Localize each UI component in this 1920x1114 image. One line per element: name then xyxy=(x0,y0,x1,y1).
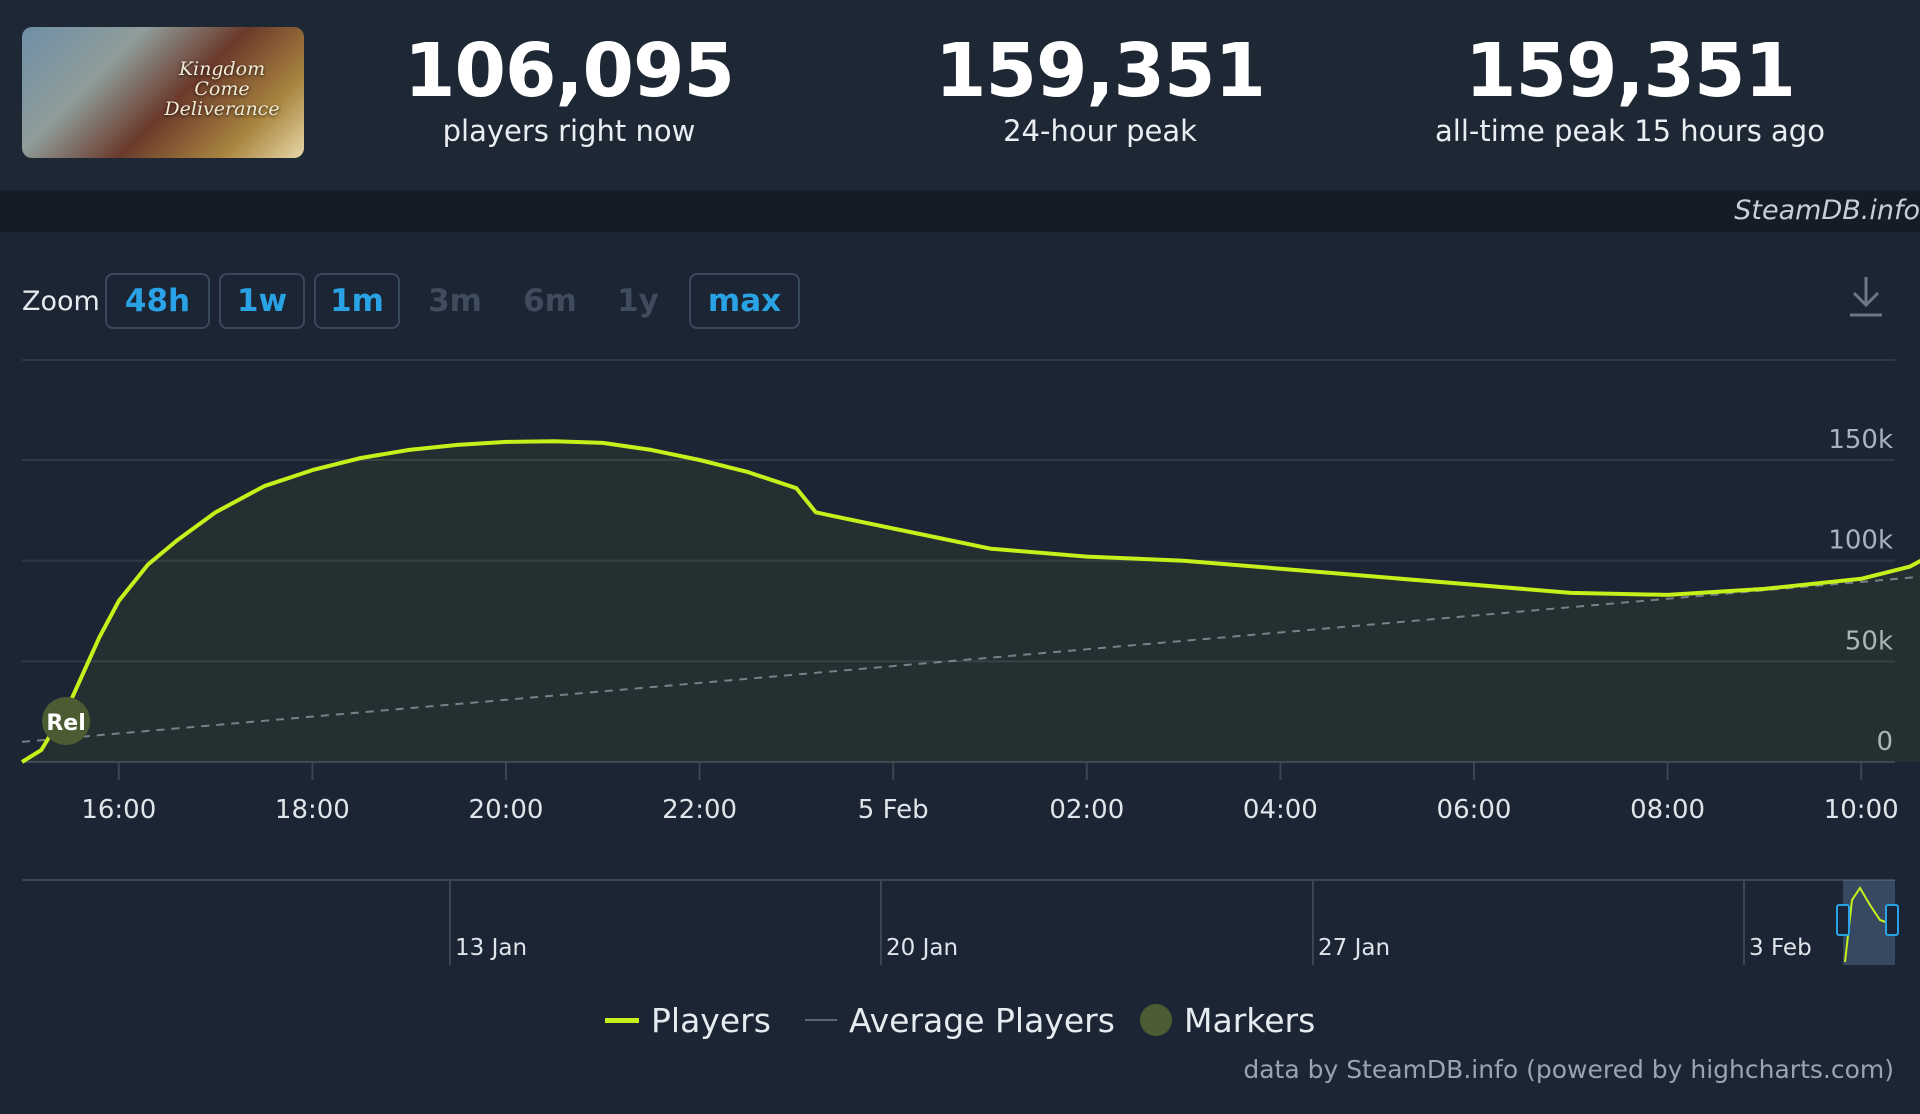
navigator-handle-left[interactable] xyxy=(1836,904,1850,936)
current-players-stat: 106,095 players right now xyxy=(309,26,829,148)
chart-credits[interactable]: data by SteamDB.info (powered by highcha… xyxy=(1243,1055,1894,1084)
zoom-button-1m[interactable]: 1m xyxy=(314,273,400,329)
alltime-peak-label: all-time peak 15 hours ago xyxy=(1435,114,1825,148)
zoom-button-48h[interactable]: 48h xyxy=(105,273,210,329)
y-tick-label: 0 xyxy=(1876,727,1893,757)
navigator-handle-right[interactable] xyxy=(1885,904,1899,936)
legend-item-players[interactable]: Players xyxy=(605,995,771,1045)
x-tick-label: 5 Feb xyxy=(858,795,929,825)
zoom-button-1y: 1y xyxy=(617,283,659,319)
peak-24h-label: 24-hour peak xyxy=(1003,114,1197,148)
zoom-button-6m: 6m xyxy=(523,283,577,319)
y-tick-label: 150k xyxy=(1828,425,1893,455)
game-logo-line1: Kingdom Come xyxy=(178,58,266,100)
legend-players-label: Players xyxy=(651,1000,771,1040)
download-icon[interactable] xyxy=(1846,273,1886,321)
x-tick-label: 22:00 xyxy=(662,795,737,825)
x-tick-label: 08:00 xyxy=(1630,795,1705,825)
x-tick-label: 06:00 xyxy=(1437,795,1512,825)
game-logo: Kingdom Come Deliverance xyxy=(152,59,292,119)
brand-band xyxy=(0,190,1920,232)
current-players-value: 106,095 xyxy=(403,28,735,114)
x-tick-label: 20:00 xyxy=(469,795,544,825)
peak-24h-value: 159,351 xyxy=(934,28,1266,114)
alltime-peak-stat: 159,351 all-time peak 15 hours ago xyxy=(1370,26,1890,148)
navigator-series xyxy=(1844,886,1895,963)
alltime-peak-value: 159,351 xyxy=(1464,28,1796,114)
game-logo-line2: Deliverance xyxy=(164,98,280,120)
stats-header xyxy=(0,0,1920,190)
legend-item-average[interactable]: Average Players xyxy=(805,995,1115,1045)
players-area xyxy=(22,441,1920,762)
x-tick-label: 18:00 xyxy=(275,795,350,825)
series-average-players[interactable] xyxy=(21,575,1920,743)
navigator-label: 27 Jan xyxy=(1318,935,1390,961)
x-tick-label: 16:00 xyxy=(81,795,156,825)
zoom-button-1w[interactable]: 1w xyxy=(219,273,305,329)
game-capsule-image[interactable]: Kingdom Come Deliverance xyxy=(22,27,304,158)
chart-legend: Players Average Players Markers xyxy=(0,995,1920,1045)
x-tick-label: 10:00 xyxy=(1824,795,1899,825)
legend-average-label: Average Players xyxy=(849,1000,1115,1040)
current-players-label: players right now xyxy=(442,114,696,148)
peak-24h-stat: 159,351 24-hour peak xyxy=(840,26,1360,148)
x-tick-label: 02:00 xyxy=(1049,795,1124,825)
navigator-label: 20 Jan xyxy=(886,935,958,961)
steamdb-brand[interactable]: SteamDB.info xyxy=(1734,195,1920,226)
legend-item-markers[interactable]: Markers xyxy=(1140,995,1315,1045)
x-tick-label: 04:00 xyxy=(1243,795,1318,825)
player-count-chart[interactable]: 0 50k 100k 150k 16:00 18:00 20:00 22:00 5 Feb 02:… xyxy=(0,355,1920,995)
legend-average-swatch xyxy=(805,1019,837,1021)
series-players[interactable] xyxy=(20,439,1920,764)
navigator-label: 3 Feb xyxy=(1749,935,1812,961)
zoom-button-max[interactable]: max xyxy=(689,273,800,329)
release-marker[interactable] xyxy=(42,697,91,745)
zoom-label: Zoom xyxy=(22,286,100,317)
legend-markers-label: Markers xyxy=(1184,1000,1316,1040)
navigator-label: 13 Jan xyxy=(455,935,527,961)
y-tick-label: 100k xyxy=(1828,526,1893,556)
y-tick-label: 50k xyxy=(1845,626,1893,656)
legend-players-swatch xyxy=(605,1017,639,1023)
legend-markers-swatch xyxy=(1140,1004,1172,1036)
zoom-button-3m: 3m xyxy=(428,283,482,319)
release-marker-label: Rel xyxy=(46,711,85,736)
